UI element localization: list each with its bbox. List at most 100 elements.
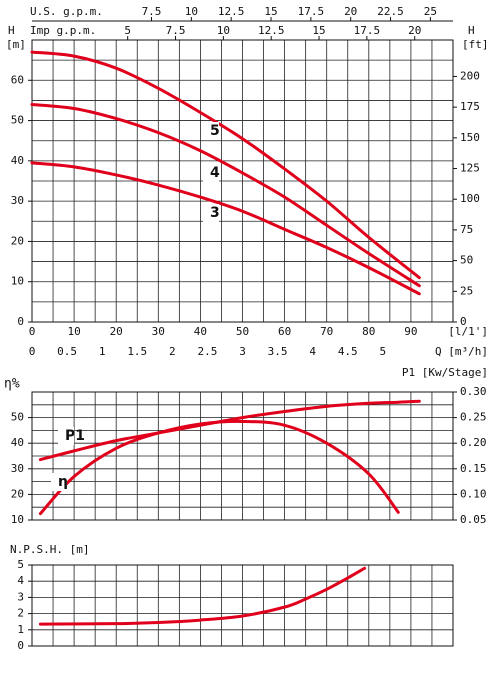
series-label: 4 <box>210 165 220 181</box>
y-tick-label: 10 <box>11 275 24 288</box>
x3-tick-label: 12.5 <box>218 5 245 18</box>
x3-tick-label: 25 <box>424 5 437 18</box>
series-label: 3 <box>210 205 220 221</box>
curve <box>38 419 400 516</box>
y2-tick-label: 0.25 <box>460 411 487 424</box>
x2-tick-label: 4.5 <box>338 345 358 358</box>
x3-tick-label: 20 <box>344 5 357 18</box>
x4-tick-label: 10 <box>217 24 230 37</box>
y-tick-label: 5 <box>17 558 24 571</box>
x-tick-label: 10 <box>67 325 80 338</box>
x4-tick-label: 7.5 <box>166 24 186 37</box>
x-tick-label: 0 <box>29 325 36 338</box>
curve <box>30 161 421 296</box>
y-tick-label: 0 <box>17 639 24 652</box>
y-tick-label: 60 <box>11 73 24 86</box>
x-tick-label: 30 <box>152 325 165 338</box>
x-tick-label: 60 <box>278 325 291 338</box>
x-tick-label: 40 <box>194 325 207 338</box>
x-tick-label: 20 <box>110 325 123 338</box>
x4-tick-label: 15 <box>312 24 325 37</box>
y-tick-label: 20 <box>11 487 24 500</box>
y2-tick-label: 175 <box>460 100 480 113</box>
y-tick-label: 30 <box>11 462 24 475</box>
y-tick-label: 30 <box>11 194 24 207</box>
x2-axis-label: Q [m³/h] <box>435 345 488 358</box>
x2-tick-label: 4 <box>309 345 316 358</box>
label-bg <box>203 204 219 222</box>
label-bg <box>58 427 74 445</box>
y-axis-label: η% <box>4 377 20 392</box>
x4-tick-label: 17.5 <box>354 24 381 37</box>
x3-axis-label: U.S. g.p.m. <box>30 5 103 18</box>
y-tick-label: 10 <box>11 513 24 526</box>
x-axis-label: [l/1'] <box>448 325 488 338</box>
y2-tick-label: 25 <box>460 284 473 297</box>
x2-tick-label: 2 <box>169 345 176 358</box>
y2-tick-label: 0.30 <box>460 385 487 398</box>
label-bg <box>51 473 67 491</box>
x3-tick-label: 22.5 <box>377 5 404 18</box>
x3-tick-label: 10 <box>185 5 198 18</box>
plot-frame <box>31 564 454 647</box>
y2-axis-label: H <box>468 24 475 37</box>
y2-tick-label: 0.10 <box>460 487 487 500</box>
curve <box>30 50 421 280</box>
x4-tick-label: 12.5 <box>258 24 285 37</box>
curve <box>30 102 421 288</box>
curve <box>38 399 421 462</box>
y2-axis-label: P1 [Kw/Stage] <box>402 366 488 379</box>
y-tick-label: 50 <box>11 114 24 127</box>
x2-tick-label: 0 <box>29 345 36 358</box>
x2-tick-label: 1.5 <box>127 345 147 358</box>
x4-tick-label: 5 <box>124 24 131 37</box>
y2-tick-label: 0.15 <box>460 462 487 475</box>
series-label: η <box>58 474 68 490</box>
y-tick-label: 4 <box>17 574 24 587</box>
y-tick-label: 50 <box>11 411 24 424</box>
x2-tick-label: 0.5 <box>57 345 77 358</box>
y-tick-label: 20 <box>11 234 24 247</box>
y2-tick-label: 150 <box>460 131 480 144</box>
x2-tick-label: 3 <box>239 345 246 358</box>
y2-tick-label: 125 <box>460 162 480 175</box>
x-tick-label: 90 <box>404 325 417 338</box>
y2-tick-label: 75 <box>460 223 473 236</box>
x-tick-label: 50 <box>236 325 249 338</box>
curve <box>38 566 367 626</box>
x3-tick-label: 17.5 <box>298 5 325 18</box>
y-tick-label: 1 <box>17 623 24 636</box>
y2-axis-unit: [ft] <box>462 38 489 51</box>
label-bg <box>203 164 219 182</box>
y-axis-label: N.P.S.H. [m] <box>10 543 89 556</box>
y-tick-label: 40 <box>11 154 24 167</box>
y-tick-label: 0 <box>17 315 24 328</box>
plot-frame <box>31 39 454 323</box>
y-tick-label: 3 <box>17 590 24 603</box>
x2-tick-label: 1 <box>99 345 106 358</box>
y2-tick-label: 0.20 <box>460 436 487 449</box>
y-tick-label: 40 <box>11 436 24 449</box>
x4-tick-label: 20 <box>408 24 421 37</box>
label-bg <box>203 122 219 140</box>
y-axis-label: H <box>8 24 15 37</box>
x4-axis-label: Imp g.p.m. <box>30 24 96 37</box>
x3-tick-label: 15 <box>264 5 277 18</box>
x-tick-label: 70 <box>320 325 333 338</box>
series-label: 5 <box>210 123 220 139</box>
plot-frame <box>31 391 454 521</box>
series-label: P1 <box>65 428 85 444</box>
y-axis-unit: [m] <box>6 38 26 51</box>
x2-tick-label: 5 <box>380 345 387 358</box>
x-tick-label: 80 <box>362 325 375 338</box>
x3-tick-label: 7.5 <box>142 5 162 18</box>
y2-tick-label: 0.05 <box>460 513 487 526</box>
y2-tick-label: 200 <box>460 69 480 82</box>
x2-tick-label: 3.5 <box>268 345 288 358</box>
x2-tick-label: 2.5 <box>197 345 217 358</box>
y2-tick-label: 100 <box>460 192 480 205</box>
y2-tick-label: 50 <box>460 254 473 267</box>
y2-tick-label: 0 <box>460 315 467 328</box>
y-tick-label: 2 <box>17 607 24 620</box>
